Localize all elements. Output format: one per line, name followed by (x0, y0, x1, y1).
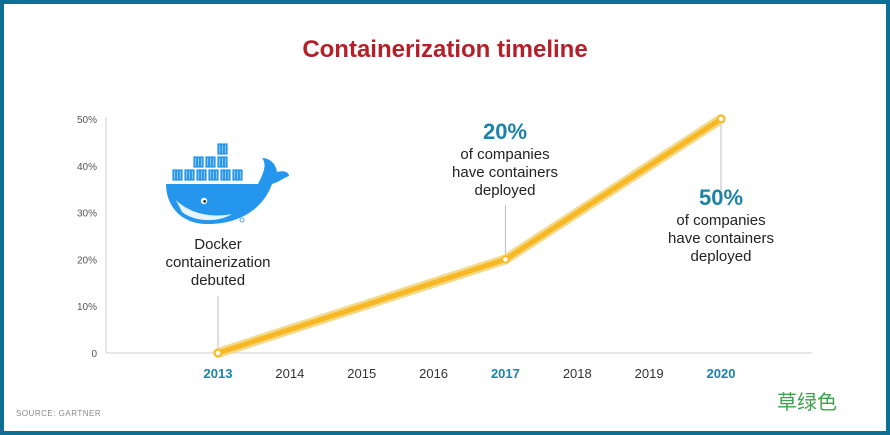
x-tick-label-highlighted: 2020 (707, 366, 736, 381)
annotation-2017: 20% of companies have containers deploye… (452, 119, 558, 199)
source-note: SOURCE: GARTNER (16, 409, 101, 418)
y-tick-label: 10% (77, 302, 97, 313)
annotation-2020: 50% of companies have containers deploye… (668, 185, 774, 265)
annotation-2017-line: have containers (452, 164, 558, 181)
y-tick-labels: 0 10% 20% 30% 40% 50% (77, 115, 97, 360)
registered-mark (239, 217, 245, 223)
x-tick-label: 2019 (635, 366, 664, 381)
annotation-2017-line: deployed (475, 182, 536, 199)
y-tick-label: 20% (77, 255, 97, 266)
annotation-docker-line: Docker (194, 236, 242, 253)
y-tick-label: 50% (77, 115, 97, 126)
annotation-2020-value: 50% (699, 185, 743, 210)
data-point (716, 114, 726, 124)
annotation-docker-debut: Docker containerization debuted (165, 236, 270, 289)
data-points (213, 114, 726, 358)
x-tick-label-highlighted: 2013 (204, 366, 233, 381)
y-tick-label: 0 (91, 349, 97, 360)
data-point (213, 348, 223, 358)
x-tick-labels: 2013 2014 2015 2016 2017 2018 2019 2020 (204, 366, 736, 381)
annotation-2020-line: of companies (676, 212, 765, 229)
x-tick-label: 2018 (563, 366, 592, 381)
chart-title: Containerization timeline (302, 36, 587, 63)
x-tick-label-highlighted: 2017 (491, 366, 520, 381)
y-tick-label: 40% (77, 162, 97, 173)
x-tick-label: 2015 (347, 366, 376, 381)
whale-belly (176, 200, 232, 221)
docker-whale-icon (166, 142, 289, 225)
annotation-2020-line: have containers (668, 230, 774, 247)
chart-frame (4, 4, 886, 431)
whale-pupil (203, 200, 207, 203)
x-tick-label: 2016 (419, 366, 448, 381)
data-point (501, 255, 510, 264)
annotation-docker-line: debuted (191, 272, 245, 289)
annotation-docker-line: containerization (165, 254, 270, 271)
annotation-leaders (217, 119, 722, 353)
annotation-2017-value: 20% (483, 119, 527, 144)
annotation-2017-line: of companies (460, 146, 549, 163)
x-tick-label: 2014 (275, 366, 304, 381)
whale-body (166, 158, 289, 225)
annotation-2020-line: deployed (691, 248, 752, 265)
y-tick-label: 30% (77, 209, 97, 220)
watermark-text: 草绿色 (777, 390, 837, 414)
